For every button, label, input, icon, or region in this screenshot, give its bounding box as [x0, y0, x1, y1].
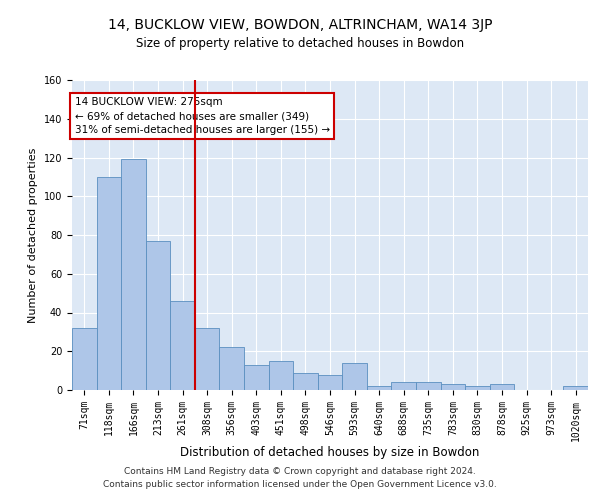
Bar	[220, 348, 244, 390]
Bar	[342, 363, 367, 390]
Text: 14, BUCKLOW VIEW, BOWDON, ALTRINCHAM, WA14 3JP: 14, BUCKLOW VIEW, BOWDON, ALTRINCHAM, WA…	[108, 18, 492, 32]
Text: Size of property relative to detached houses in Bowdon: Size of property relative to detached ho…	[136, 38, 464, 51]
Bar	[416, 382, 440, 390]
Bar	[440, 384, 465, 390]
Bar	[72, 328, 97, 390]
Bar	[318, 374, 342, 390]
Bar	[121, 160, 146, 390]
Y-axis label: Number of detached properties: Number of detached properties	[28, 148, 38, 322]
Bar	[146, 241, 170, 390]
Bar	[563, 386, 588, 390]
Bar	[269, 361, 293, 390]
Bar	[490, 384, 514, 390]
Bar	[293, 372, 318, 390]
Bar	[465, 386, 490, 390]
Text: Contains public sector information licensed under the Open Government Licence v3: Contains public sector information licen…	[103, 480, 497, 489]
Text: 14 BUCKLOW VIEW: 275sqm
← 69% of detached houses are smaller (349)
31% of semi-d: 14 BUCKLOW VIEW: 275sqm ← 69% of detache…	[74, 97, 330, 135]
Bar	[244, 365, 269, 390]
Bar	[97, 177, 121, 390]
Bar	[195, 328, 220, 390]
X-axis label: Distribution of detached houses by size in Bowdon: Distribution of detached houses by size …	[181, 446, 479, 460]
Text: Contains HM Land Registry data © Crown copyright and database right 2024.: Contains HM Land Registry data © Crown c…	[124, 467, 476, 476]
Bar	[367, 386, 391, 390]
Bar	[391, 382, 416, 390]
Bar	[170, 301, 195, 390]
